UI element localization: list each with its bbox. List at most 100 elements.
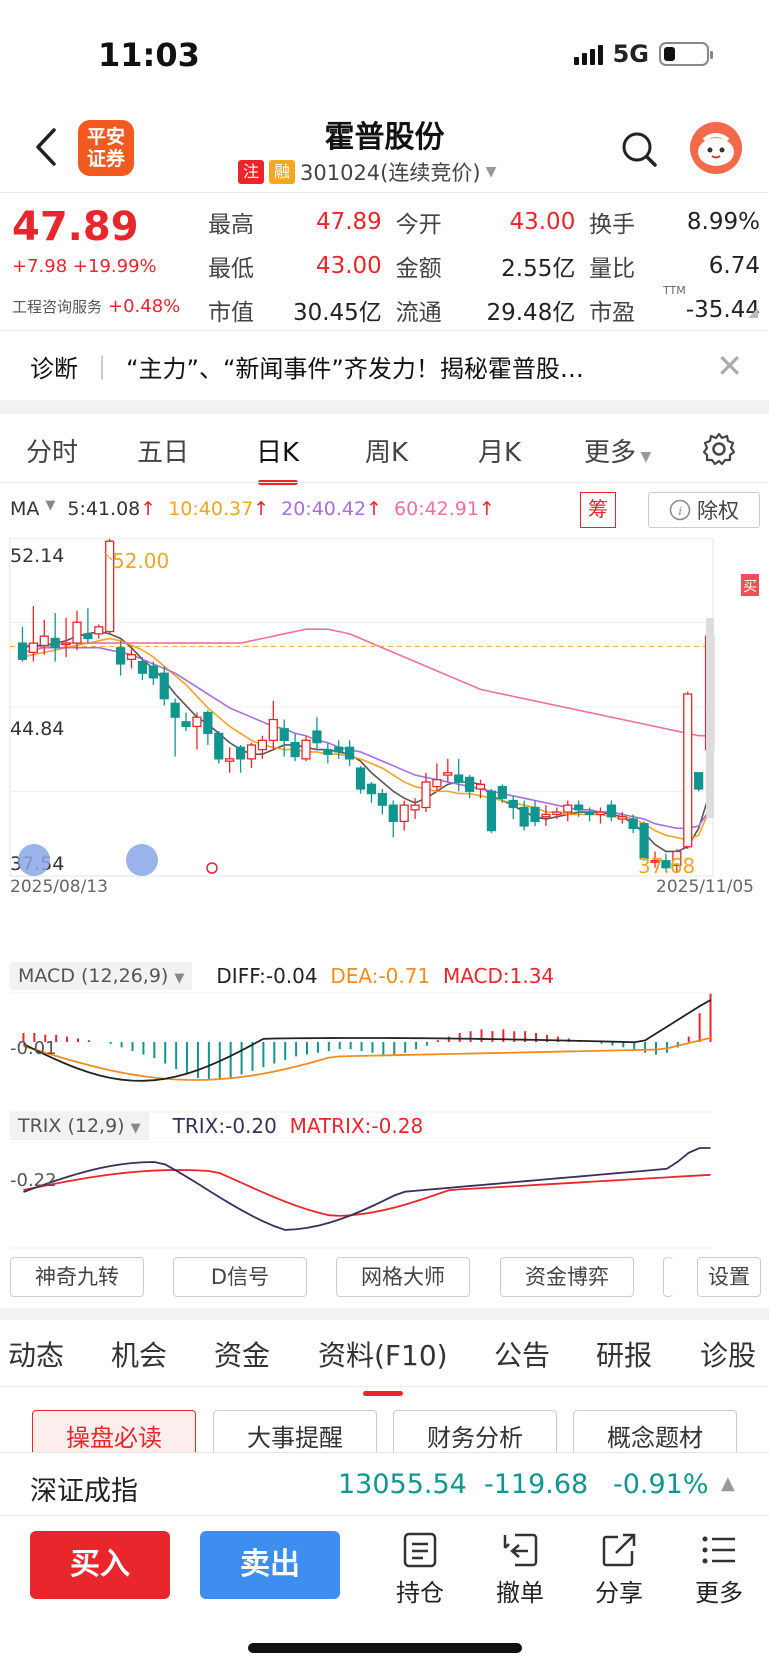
candle-down: [574, 804, 584, 811]
home-indicator[interactable]: [248, 1643, 522, 1653]
index-ticker[interactable]: 深证成指 13055.54 -119.68 -0.91% ▲: [0, 1452, 769, 1516]
sub-trading-guide[interactable]: 操盘必读: [32, 1410, 196, 1458]
settings-gear-icon[interactable]: [702, 432, 736, 466]
tab-research[interactable]: 研报: [596, 1339, 653, 1372]
tool-magic-nine[interactable]: 神奇九转: [10, 1257, 144, 1297]
trix-selector[interactable]: TRIX (12,9) ▼: [10, 1112, 149, 1140]
quote-label: 市盈: [589, 300, 636, 326]
network-label: 5G: [612, 40, 649, 68]
trix-axis-label: -0.22: [10, 1170, 57, 1191]
y-axis-label: 44.84: [10, 718, 64, 740]
search-icon[interactable]: [620, 130, 658, 168]
stock-code-selector[interactable]: 注 融 301024(连续竞价) ▼: [238, 157, 496, 187]
signal-icon: [573, 43, 603, 65]
sell-button[interactable]: 卖出: [200, 1531, 340, 1599]
caret-up-icon[interactable]: ▲: [721, 1473, 735, 1494]
matrix-line: [23, 1169, 711, 1217]
quote-grid: 最高 47.89 今开 43.00 换手 8.99% 最低 43.00 金额 2.55亿 量比 6.7…: [208, 200, 760, 332]
index-value: 13055.54: [338, 1469, 467, 1500]
buy-marker: [741, 574, 759, 596]
x-axis-start: 2025/08/13: [10, 877, 108, 897]
candle-down: [628, 818, 638, 829]
candle-down: [137, 660, 148, 674]
assistant-avatar[interactable]: [690, 122, 742, 174]
close-icon[interactable]: ✕: [716, 347, 743, 385]
broker-logo[interactable]: 平安 证券: [78, 120, 134, 176]
candle-down: [312, 730, 322, 744]
tab-monthly-k[interactable]: 月K: [478, 438, 522, 468]
sub-events[interactable]: 大事提醒: [213, 1410, 377, 1458]
candle-down: [279, 728, 289, 741]
tag-registration: 注: [238, 160, 264, 184]
tool-settings[interactable]: 设置: [697, 1257, 761, 1297]
y-axis-label: 52.14: [10, 545, 64, 567]
trix-chart[interactable]: -0.22: [0, 1142, 769, 1250]
candle-up: [672, 850, 682, 867]
chip-distribution-button[interactable]: 筹: [580, 492, 616, 528]
macd-selector[interactable]: MACD (12,26,9) ▼: [10, 962, 193, 990]
tab-f10[interactable]: 资料(F10): [318, 1334, 448, 1396]
ttm-mark: TTM: [663, 284, 686, 297]
tab-more[interactable]: 更多 ▼: [584, 438, 652, 468]
back-icon[interactable]: [28, 122, 68, 172]
candle-down: [694, 772, 704, 790]
macd-chart[interactable]: -0.01: [0, 992, 769, 1114]
candle-up: [475, 783, 486, 790]
quote-label: 流通: [395, 300, 442, 326]
kline-chart[interactable]: 52.1444.8437.5452.0037.68买2025/08/132025…: [0, 538, 769, 958]
tab-opportunity[interactable]: 机会: [111, 1339, 168, 1372]
cancel-order-button[interactable]: 撤单: [485, 1531, 555, 1608]
quote-value: 43.00: [315, 253, 382, 279]
candle-down: [214, 732, 224, 760]
tab-five-day[interactable]: 五日: [137, 438, 190, 468]
candle-up: [617, 816, 627, 820]
x-axis-end: 2025/11/05: [656, 877, 754, 897]
tool-grid-master[interactable]: 网格大师: [336, 1257, 470, 1297]
ma-legend[interactable]: MA ▼ 5:41.08↑ 10:40.37↑ 20:40.42↑ 60:42.91↑: [10, 498, 495, 520]
current-price: 47.89: [12, 204, 139, 250]
ex-rights-button[interactable]: i 除权: [648, 492, 760, 528]
up-arrow-icon: ↑: [479, 498, 495, 520]
max-pointer: [103, 551, 113, 561]
candle-down: [530, 806, 540, 823]
tab-announcements[interactable]: 公告: [494, 1339, 551, 1372]
sector-info[interactable]: 工程咨询服务 +0.48%: [12, 296, 181, 317]
stock-code: 301024(连续竞价): [300, 161, 481, 185]
tool-d-signal[interactable]: D信号: [173, 1257, 307, 1297]
up-arrow-icon: ↑: [140, 498, 157, 520]
tab-weekly-k[interactable]: 周K: [365, 438, 409, 468]
diagnosis-banner[interactable]: 诊断 | “主力”、“新闻事件”齐发力！揭秘霍普股… ✕: [30, 347, 743, 385]
tab-news[interactable]: 动态: [8, 1339, 65, 1372]
candle-down: [170, 702, 180, 718]
candle-up: [246, 744, 257, 760]
sub-financials[interactable]: 财务分析: [393, 1410, 557, 1458]
status-indicators: 5G: [573, 40, 713, 68]
tab-capital[interactable]: 资金: [214, 1339, 271, 1372]
price-change: +7.98 +19.99%: [12, 256, 157, 277]
share-button[interactable]: 分享: [584, 1531, 654, 1608]
candle-up: [94, 626, 104, 635]
candle-down: [486, 790, 497, 832]
candle-down: [454, 774, 464, 783]
tool-capital-game[interactable]: 资金博弈: [500, 1257, 634, 1297]
positions-button[interactable]: 持仓: [385, 1531, 455, 1608]
quote-row: 市值 30.45亿 流通 29.48亿 市盈 -35.44: [208, 288, 760, 332]
candle-down: [323, 748, 333, 755]
candle-down: [377, 792, 387, 806]
quote-label: 市值: [208, 300, 254, 326]
candle-down: [235, 746, 246, 760]
quote-label: 最高: [208, 212, 254, 238]
quote-row: 最高 47.89 今开 43.00 换手 8.99%: [208, 200, 760, 244]
tab-intraday[interactable]: 分时: [26, 438, 79, 468]
quote-value: 8.99%: [686, 209, 760, 235]
trix-values: TRIX:-0.20 MATRIX:-0.28: [172, 1114, 424, 1138]
candle-down: [50, 637, 60, 649]
candle-down: [116, 647, 126, 665]
more-button[interactable]: 更多: [684, 1531, 754, 1608]
info-icon: i: [669, 499, 691, 521]
buy-button[interactable]: 买入: [30, 1531, 170, 1599]
max-price-label: 52.00: [112, 549, 169, 573]
sub-concepts[interactable]: 概念题材: [573, 1410, 737, 1458]
tab-diagnose[interactable]: 诊股: [700, 1339, 757, 1372]
tab-daily-k[interactable]: 日K: [256, 432, 299, 485]
